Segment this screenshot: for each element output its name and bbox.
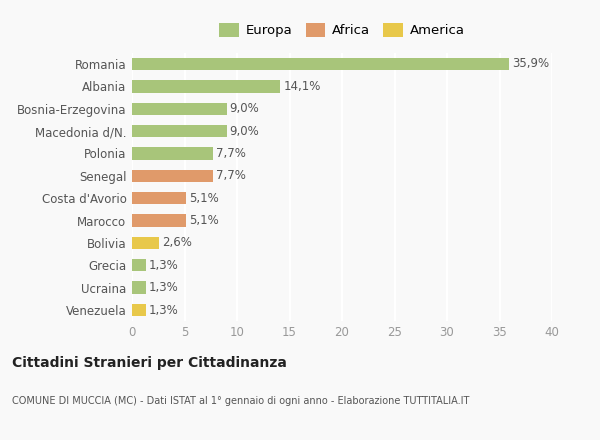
- Bar: [132, 192, 185, 204]
- Bar: [132, 58, 509, 70]
- Text: 1,3%: 1,3%: [149, 259, 179, 272]
- Text: Cittadini Stranieri per Cittadinanza: Cittadini Stranieri per Cittadinanza: [12, 356, 287, 370]
- Text: 1,3%: 1,3%: [149, 304, 179, 316]
- Bar: [132, 214, 185, 227]
- Bar: [132, 237, 160, 249]
- Text: 9,0%: 9,0%: [230, 125, 259, 138]
- Text: 14,1%: 14,1%: [283, 80, 320, 93]
- Text: 35,9%: 35,9%: [512, 58, 549, 70]
- Bar: [132, 304, 146, 316]
- Bar: [132, 125, 227, 137]
- Text: 7,7%: 7,7%: [216, 169, 246, 182]
- Text: 7,7%: 7,7%: [216, 147, 246, 160]
- Bar: [132, 170, 213, 182]
- Bar: [132, 103, 227, 115]
- Text: 2,6%: 2,6%: [163, 236, 193, 249]
- Text: 9,0%: 9,0%: [230, 102, 259, 115]
- Bar: [132, 80, 280, 92]
- Bar: [132, 259, 146, 271]
- Text: COMUNE DI MUCCIA (MC) - Dati ISTAT al 1° gennaio di ogni anno - Elaborazione TUT: COMUNE DI MUCCIA (MC) - Dati ISTAT al 1°…: [12, 396, 469, 406]
- Text: 1,3%: 1,3%: [149, 281, 179, 294]
- Legend: Europa, Africa, America: Europa, Africa, America: [215, 19, 469, 41]
- Bar: [132, 147, 213, 160]
- Text: 5,1%: 5,1%: [188, 214, 218, 227]
- Text: 5,1%: 5,1%: [188, 192, 218, 205]
- Bar: [132, 282, 146, 294]
